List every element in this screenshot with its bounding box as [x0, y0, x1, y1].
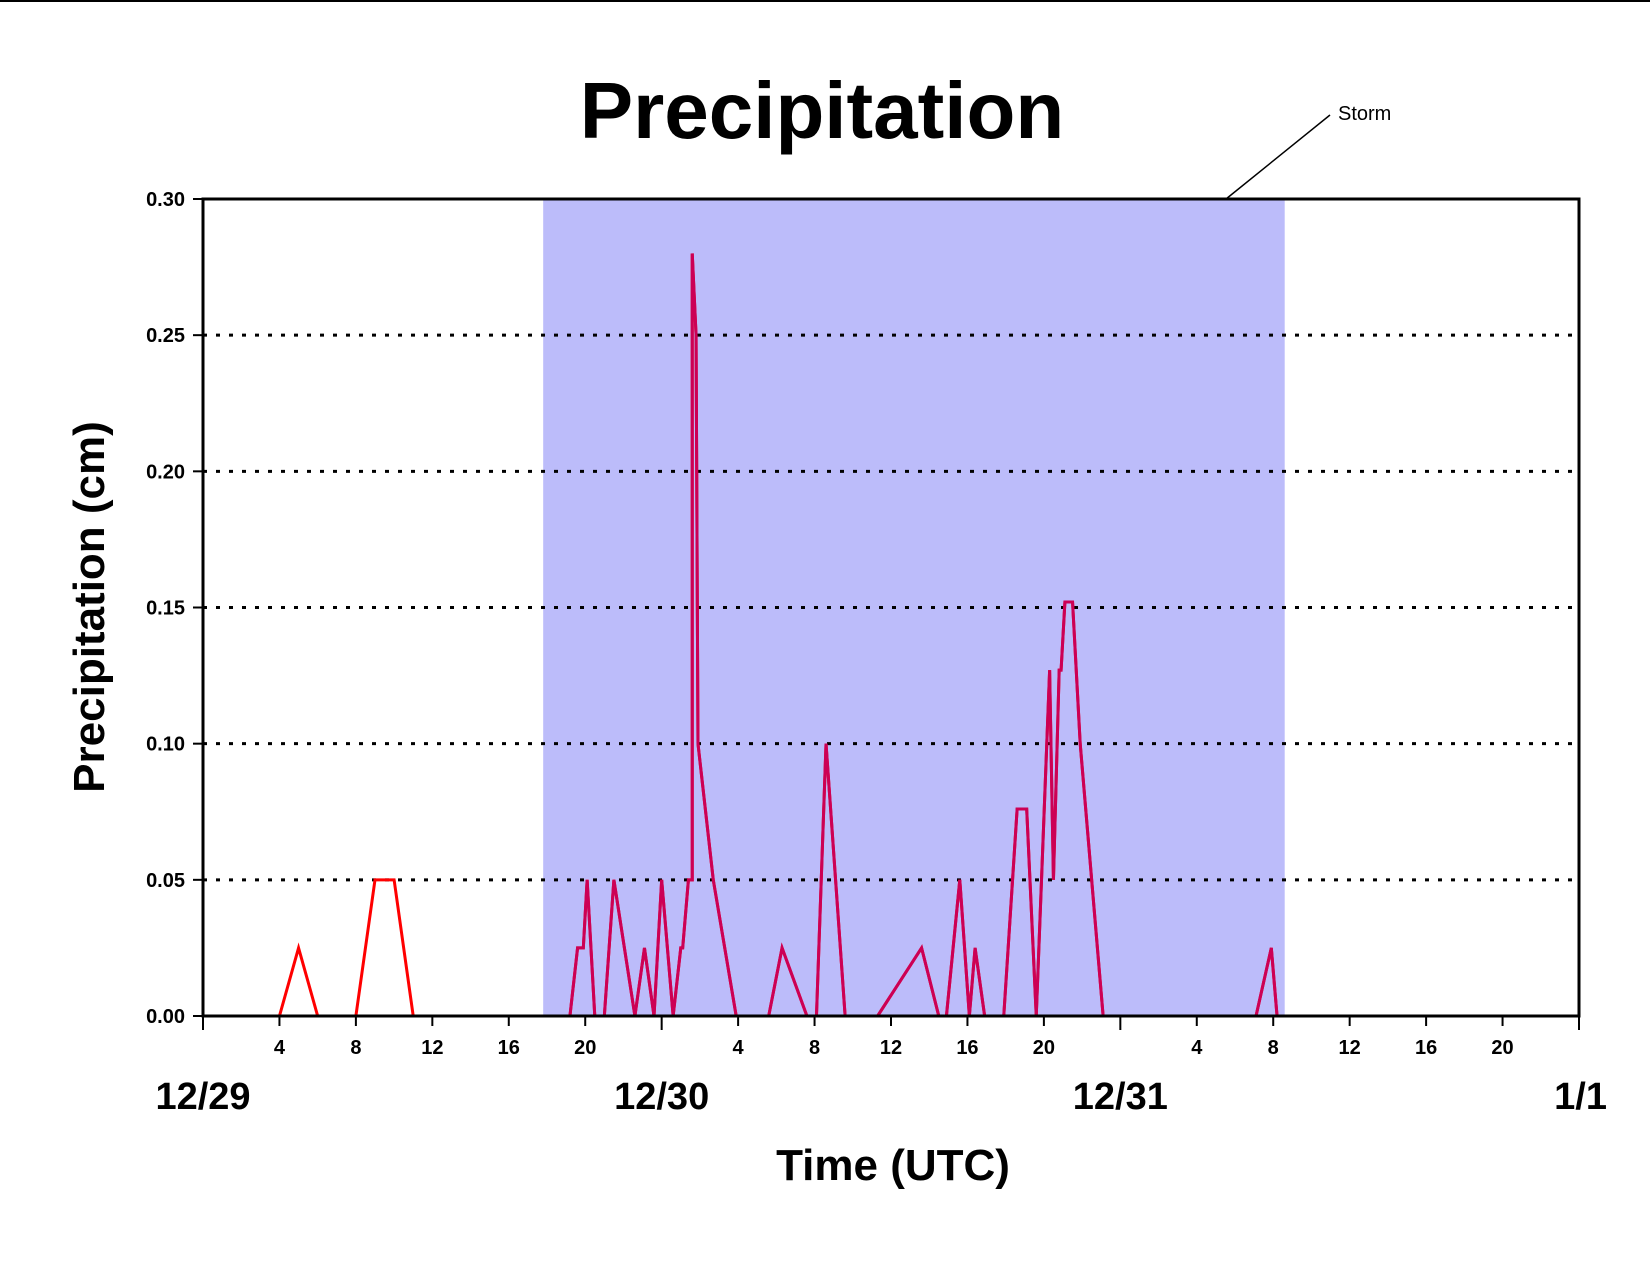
y-tick-label: 0.25	[146, 325, 185, 347]
y-tick-label: 0.00	[146, 1006, 185, 1028]
x-axis-day-labels: 12/29 12/30 12/31 1/1	[155, 1016, 1607, 1118]
series-layer	[203, 253, 1579, 1016]
x-tick-label: 8	[1268, 1037, 1279, 1059]
x-tick-label: 8	[809, 1037, 820, 1059]
chart-title: Precipitation	[580, 66, 1065, 155]
top-border-rule	[0, 0, 1650, 2]
gridlines	[203, 333, 1579, 882]
x-tick-label: 16	[1415, 1037, 1437, 1059]
x-tick-label: 16	[956, 1037, 978, 1059]
x-tick-label: 4	[274, 1037, 286, 1059]
x-tick-label: 20	[1033, 1037, 1055, 1059]
x-tick-label: 4	[733, 1037, 745, 1059]
y-tick-label: 0.10	[146, 734, 185, 756]
x-tick-label: 12	[1339, 1037, 1361, 1059]
y-tick-label: 0.20	[146, 461, 185, 483]
y-axis-title: Precipitation (cm)	[65, 421, 114, 793]
x-tick-label: 16	[498, 1037, 520, 1059]
x-day-label: 12/31	[1073, 1076, 1168, 1118]
x-day-label: 12/30	[614, 1076, 709, 1118]
x-axis-ticks: 4 8 12 16 20 4 8 12 16 20 4 8 12 16 20	[274, 1016, 1514, 1059]
x-tick-label: 12	[421, 1037, 443, 1059]
x-day-label: 1/1	[1554, 1076, 1607, 1118]
y-axis-ticks: 0.00 0.05 0.10 0.15 0.20 0.25 0.30	[146, 189, 203, 1028]
x-tick-label: 20	[1491, 1037, 1513, 1059]
y-tick-label: 0.30	[146, 189, 185, 211]
storm-period-band	[543, 199, 1285, 1016]
x-day-label: 12/29	[155, 1076, 250, 1118]
x-tick-label: 8	[350, 1037, 361, 1059]
y-tick-label: 0.15	[146, 598, 185, 620]
x-tick-label: 12	[880, 1037, 902, 1059]
precip-series-line-storm	[543, 253, 1285, 1016]
x-tick-label: 4	[1191, 1037, 1203, 1059]
x-axis-title: Time (UTC)	[776, 1141, 1010, 1190]
x-tick-label: 20	[574, 1037, 596, 1059]
y-tick-label: 0.05	[146, 870, 185, 892]
storm-annotation-label: Storm	[1338, 103, 1391, 125]
storm-annotation-leader	[1225, 114, 1331, 200]
